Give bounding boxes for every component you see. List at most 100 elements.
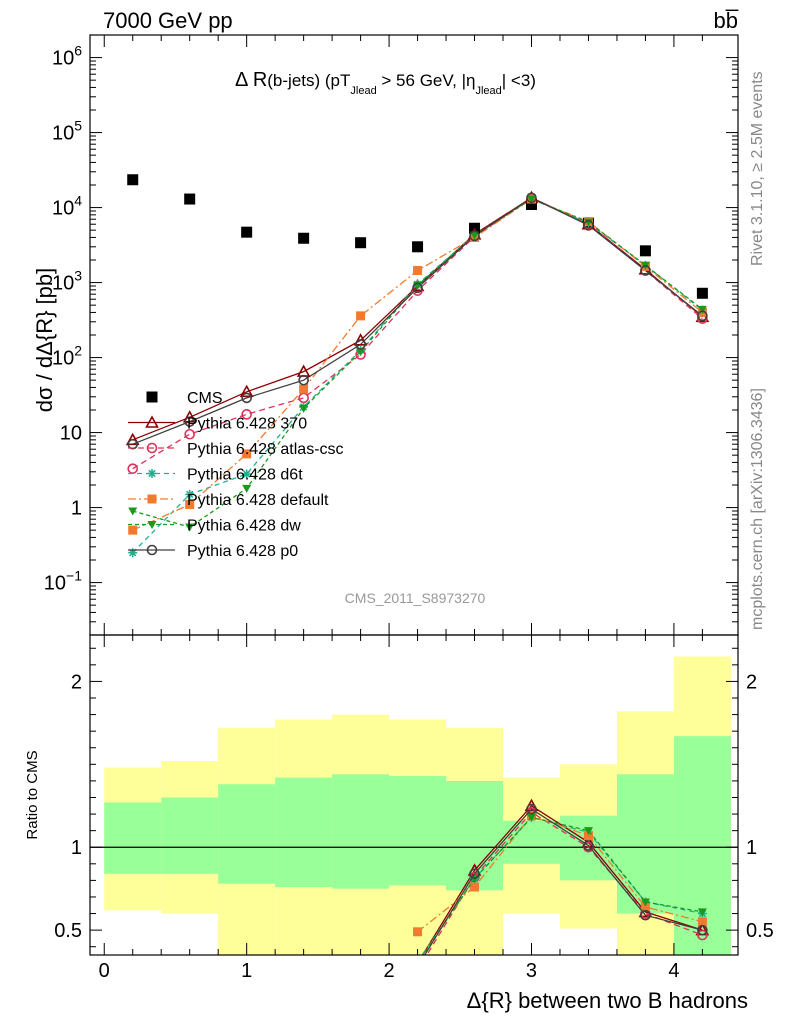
y-tick-label-5: 104 [52, 193, 82, 220]
green-band-7 [503, 820, 560, 864]
ratio-point-1-10 [697, 929, 708, 941]
data-point-2-3 [298, 392, 309, 404]
x-tick-label-4: 4 [668, 960, 679, 982]
data-point-0-3 [298, 232, 310, 244]
header-left: 7000 GeV pp [103, 8, 233, 33]
ratio-point-4-5 [413, 960, 422, 968]
data-point-4-3 [299, 384, 309, 394]
data-point-6-9 [640, 265, 651, 276]
ratio-point-5-6 [469, 868, 480, 880]
data-point-5-1 [185, 523, 195, 532]
data-point-5-7 [526, 195, 536, 204]
ratio-y-label-left-0: 0.5 [54, 920, 82, 942]
ratio-point-3-5 [413, 927, 423, 937]
data-point-1-0 [125, 432, 140, 446]
ratio-point-5-9 [640, 909, 651, 921]
ratio-point-0-5 [412, 958, 423, 968]
ratio-point-3-6 [470, 882, 480, 892]
data-point-0-1 [184, 193, 196, 205]
ratio-point-3-8 [583, 831, 593, 841]
ratio-y-label-right-1: 1 [746, 837, 757, 859]
data-point-2-1 [184, 428, 195, 440]
green-band-2 [218, 784, 276, 884]
data-point-4-4 [356, 311, 366, 321]
main-plot: 10−1 1 10 102 103 104 105 106 Δ R(b-jets) (pTJl… [32, 34, 739, 636]
x-tick-label-3: 3 [526, 960, 537, 982]
legend-marker-1 [145, 415, 159, 428]
data-point-1-4 [353, 333, 368, 346]
mcplots-label: mcplots.cern.ch [arXiv:1306.3436] [749, 388, 766, 630]
data-point-6-6 [469, 230, 480, 242]
green-band-1 [161, 797, 219, 874]
ratio-point-4-9 [640, 898, 650, 907]
ratio-point-4-7 [526, 813, 536, 822]
data-point-0-2 [241, 226, 253, 238]
data-point-4-0 [128, 525, 138, 535]
watermark: CMS_2011_S8973270 [345, 590, 486, 606]
data-point-6-1 [184, 416, 195, 427]
data-point-0-10 [696, 287, 708, 299]
legend-label-2: Pythia 6.428 atlas-csc [187, 441, 344, 458]
ratio-point-3-10 [697, 917, 707, 927]
green-band-4 [332, 774, 390, 889]
legend-label-3: Pythia 6.428 d6t [187, 467, 303, 484]
data-point-2-2 [241, 409, 252, 420]
data-point-5-10 [697, 305, 707, 314]
x-tick-label-2: 2 [384, 960, 395, 982]
data-point-0-7 [525, 198, 537, 210]
data-point-3-0 [128, 548, 138, 558]
ratio-point-5-7 [526, 803, 537, 815]
y-tick-label-1: 1 [71, 498, 82, 520]
ratio-point-5-5 [413, 962, 422, 971]
y-tick-label-4: 103 [52, 268, 82, 295]
ratio-y-label-left-1: 1 [71, 837, 82, 859]
main-ylabel: dσ / dΔ{R} [pb] [32, 268, 57, 412]
data-point-3-1 [185, 489, 195, 499]
data-point-4-1 [185, 499, 195, 509]
y-tick-label-6: 105 [52, 118, 82, 145]
legend-label-4: Pythia 6.428 default [187, 492, 329, 509]
data-point-5-3 [299, 404, 309, 413]
data-point-4-5 [413, 265, 423, 275]
ratio-y-label-right-2: 2 [746, 671, 757, 693]
ratio-y-label-left-2: 2 [71, 671, 82, 693]
green-band-0 [104, 802, 162, 874]
data-point-6-2 [241, 392, 252, 404]
data-point-6-0 [127, 438, 139, 450]
ratio-line-4 [422, 816, 703, 955]
legend-label-0: CMS [187, 390, 223, 407]
data-point-0-5 [412, 241, 424, 253]
legend-marker-0 [146, 391, 158, 403]
data-point-6-7 [526, 192, 537, 204]
y-tick-label-2: 10 [60, 423, 82, 445]
data-point-5-6 [470, 231, 480, 240]
ratio-point-2-5 [413, 957, 422, 966]
ratio-point-5-10 [697, 924, 708, 936]
data-point-0-9 [639, 245, 651, 257]
ratio-ylabel: Ratio to CMS [24, 750, 41, 839]
data-point-5-2 [242, 484, 252, 493]
legend-label-1: Pythia 6.428 370 [187, 416, 307, 433]
legend-label-6: Pythia 6.428 p0 [187, 543, 298, 560]
green-band-5 [389, 775, 447, 886]
data-point-6-10 [697, 310, 708, 322]
green-band-9 [616, 774, 674, 914]
x-axis-label: Δ{R} between two B hadrons [467, 988, 748, 1013]
data-point-6-8 [583, 220, 594, 231]
ratio-plot: 0.5 0.5 1 1 2 2 0 1 2 3 4 Ratio to CMS Δ{R} betwee… [24, 634, 774, 1013]
data-point-6-5 [412, 282, 423, 294]
legend-marker-4 [147, 494, 157, 504]
data-point-6-4 [355, 339, 366, 350]
data-point-1-2 [239, 384, 254, 398]
ratio-line-3 [417, 814, 703, 933]
legend-label-5: Pythia 6.428 dw [187, 518, 301, 535]
data-point-5-0 [128, 507, 138, 516]
ratio-frame [89, 634, 739, 956]
legend-marker-2 [146, 442, 158, 454]
ratio-point-4-10 [697, 908, 707, 917]
legend-marker-6 [146, 544, 158, 556]
y-tick-label-7: 106 [52, 43, 82, 70]
data-point-6-3 [298, 374, 309, 386]
ratio-point-3-9 [640, 902, 650, 912]
